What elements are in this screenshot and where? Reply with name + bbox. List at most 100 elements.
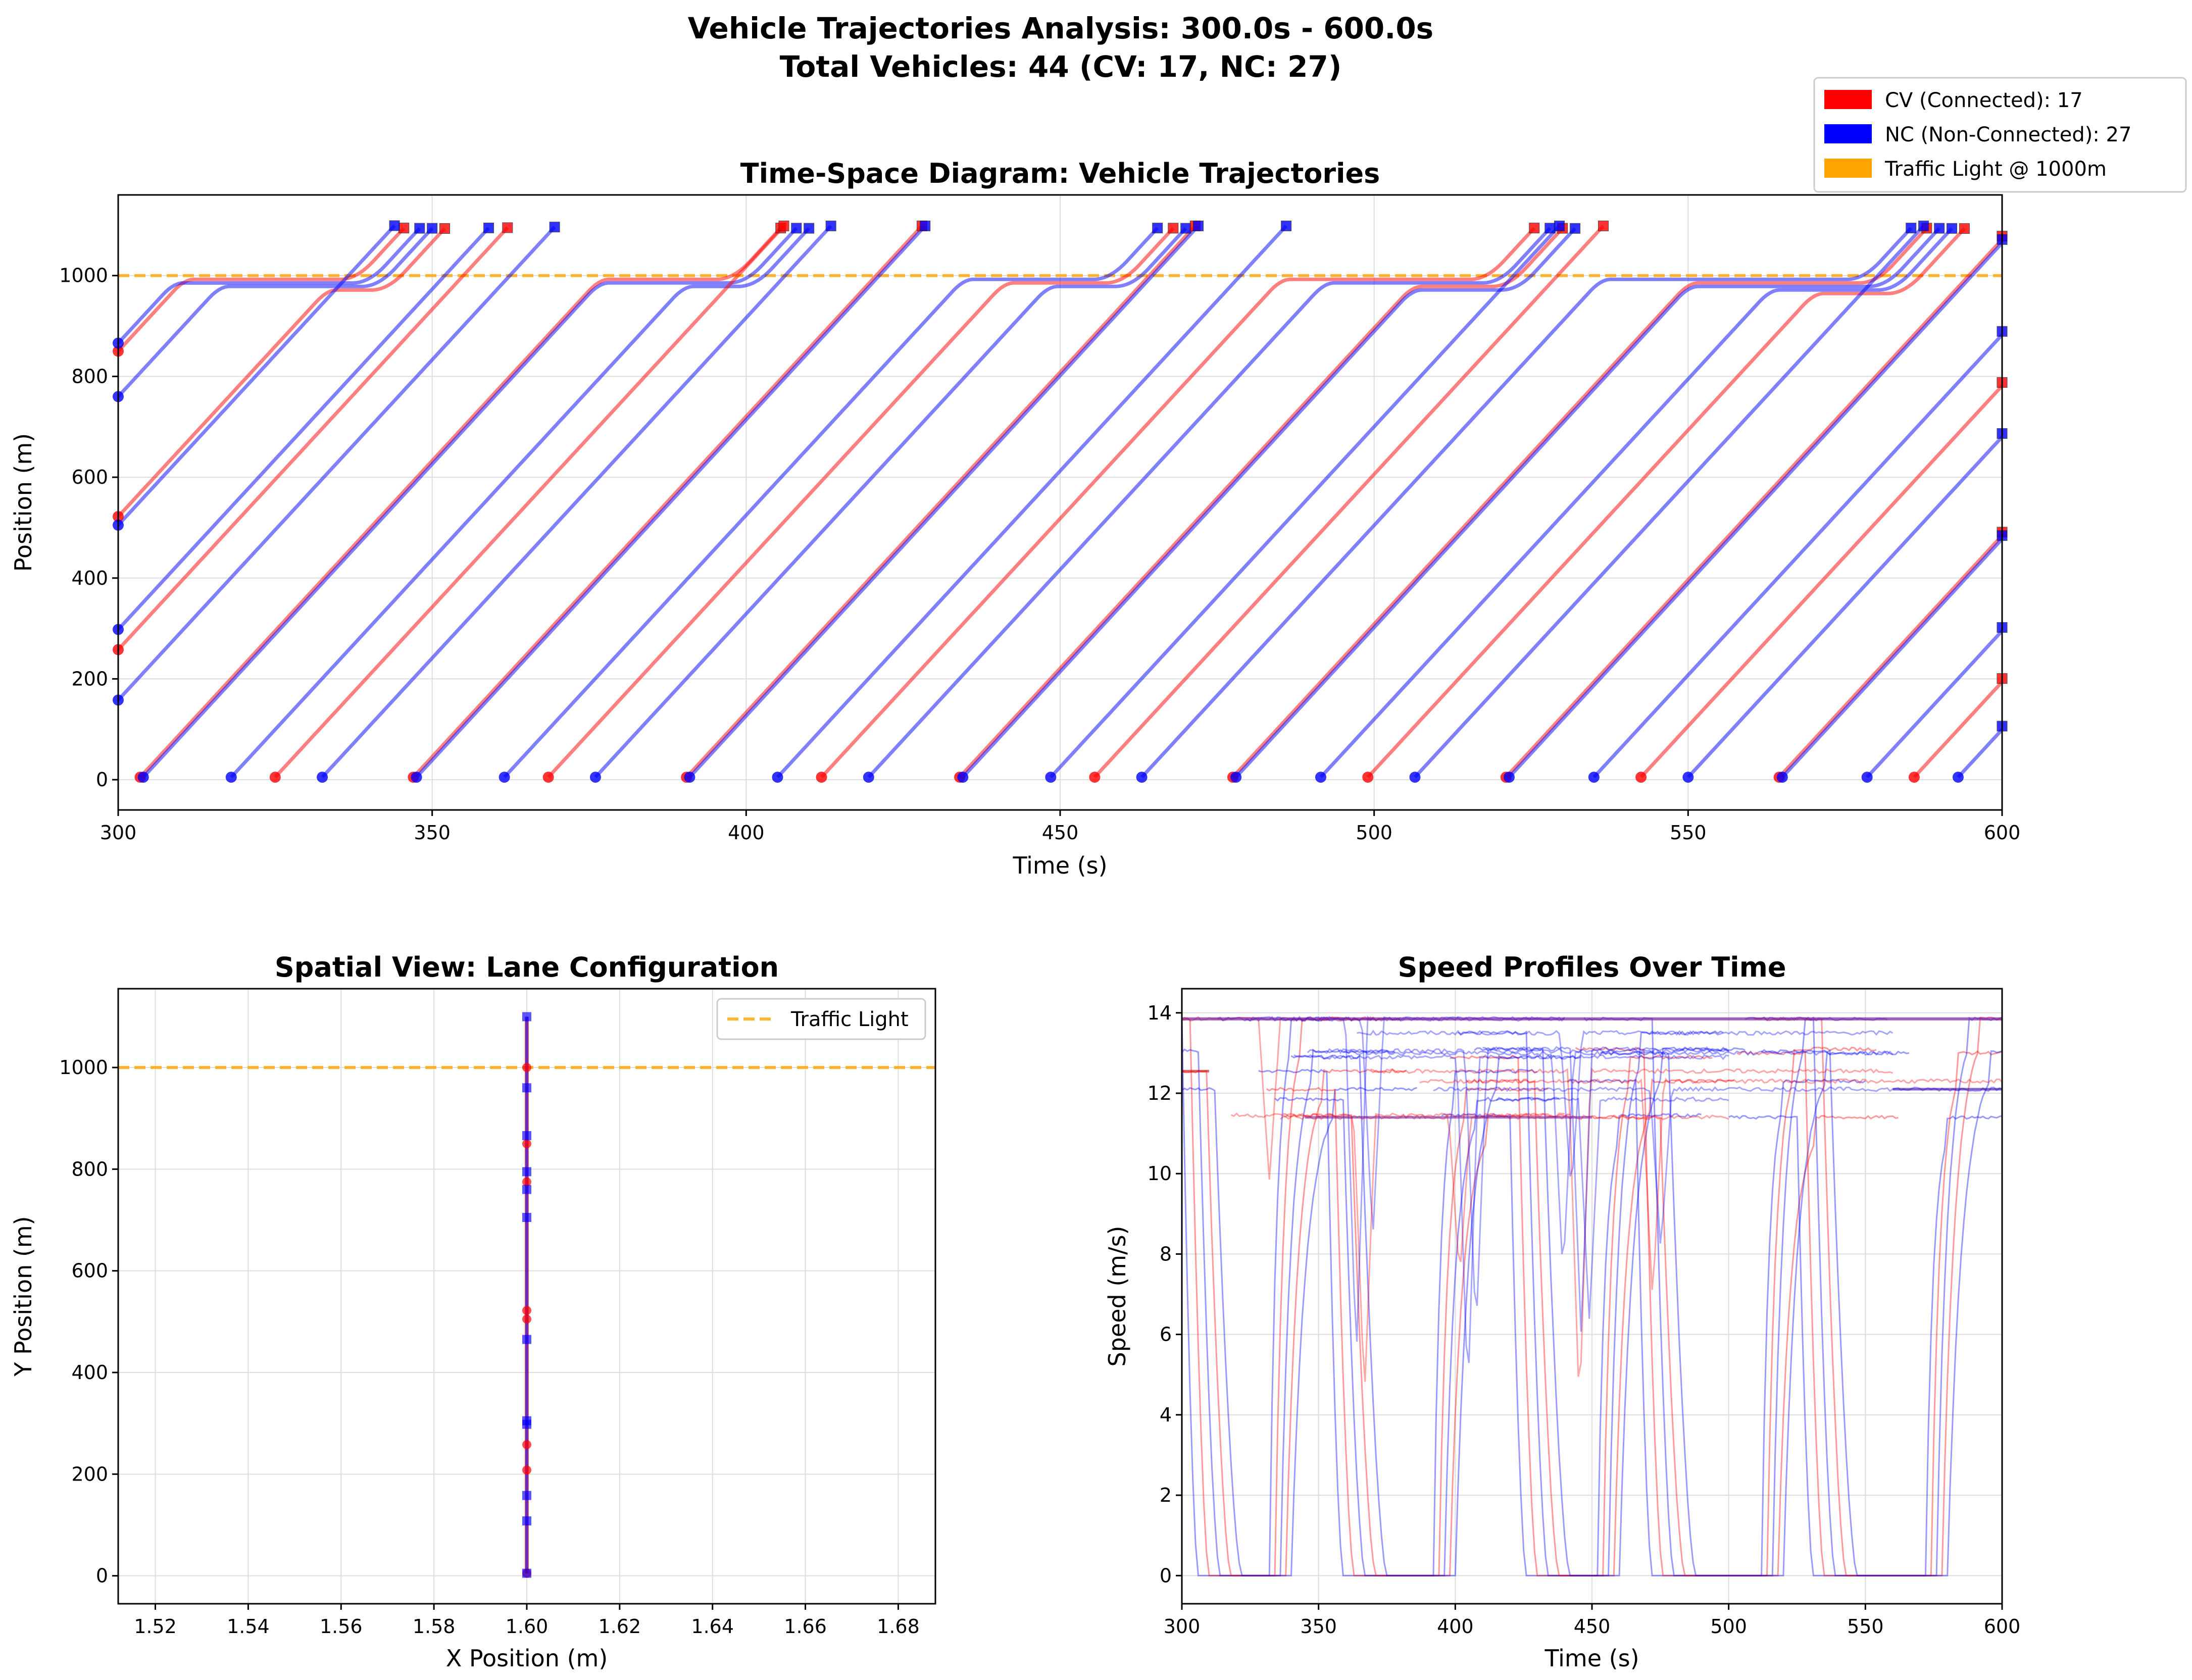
speed-ytick-label: 0 (1160, 1564, 1172, 1587)
spatial-nc-point (522, 1419, 531, 1429)
trajectory-start-marker (957, 772, 969, 783)
time-space-ytick-label: 1000 (59, 265, 108, 287)
spatial-ytick-label: 0 (96, 1565, 108, 1587)
spatial-xtick-label: 1.52 (134, 1615, 177, 1638)
speed-profile-stopgo (1761, 1049, 2002, 1576)
trajectory-end-marker (778, 220, 789, 231)
trajectory-nc (594, 227, 1187, 779)
spatial-cv-point (522, 1177, 531, 1187)
trajectory-end-marker (1281, 220, 1292, 231)
speed-ytick-label: 8 (1160, 1243, 1172, 1265)
spatial-ytick-label: 200 (71, 1463, 108, 1485)
spatial-title: Spatial View: Lane Configuration (275, 951, 779, 983)
trajectory-end-marker (483, 222, 494, 233)
time-space-xtick-label: 400 (728, 822, 765, 844)
speed-ylabel: Speed (m/s) (1104, 1226, 1131, 1367)
trajectory-nc (142, 227, 798, 779)
time-space-ytick-label: 600 (71, 466, 108, 488)
spatial-panel: Spatial View: Lane Configuration 1.52 1.5… (10, 951, 936, 1672)
spatial-nc-point (522, 1012, 531, 1022)
trajectory-start-marker (1409, 772, 1421, 783)
figure-legend-box (1813, 77, 2187, 193)
trajectory-start-marker (684, 772, 695, 783)
spatial-xtick-label: 1.62 (599, 1615, 641, 1638)
figure-title-line1: Vehicle Trajectories Analysis: 300.0s - … (688, 11, 1433, 45)
trajectory-start-marker (1908, 772, 1920, 783)
trajectory-end-marker (1545, 223, 1556, 234)
trajectory-cv (118, 226, 509, 651)
trajectory-nc (321, 225, 832, 779)
spatial-cv-point (522, 1440, 531, 1449)
spatial-cv-point (522, 1314, 531, 1324)
legend-swatch-light (1824, 159, 1872, 178)
trajectory-nc (1413, 225, 1925, 779)
trajectory-start-marker (1503, 772, 1515, 783)
spatial-ticks: 1.52 1.54 1.56 1.58 1.60 1.62 1.64 1.66 1.68 0 200… (59, 1056, 919, 1638)
trajectory-cv (1639, 383, 2002, 779)
trajectory-nc (118, 224, 396, 527)
trajectory-start-marker (772, 772, 783, 783)
spatial-legend-box (716, 998, 926, 1040)
trajectory-cv (1231, 227, 1928, 779)
time-space-ytick-label: 800 (71, 365, 108, 387)
time-space-xtick-label: 350 (414, 822, 451, 844)
time-space-ytick-label: 0 (96, 769, 108, 791)
legend-swatch-cv (1824, 90, 1872, 109)
trajectory-cv (1778, 533, 2002, 779)
trajectory-end-marker (427, 223, 438, 234)
spatial-ylabel: Y Position (m) (10, 1216, 37, 1377)
speed-ytick-label: 2 (1160, 1484, 1172, 1506)
speed-profile-cruise (1419, 1078, 2002, 1290)
trajectory-nc (867, 227, 1552, 779)
trajectory-nc (503, 227, 1159, 779)
trajectory-nc (776, 225, 1288, 779)
time-space-xtick-label: 550 (1670, 822, 1707, 844)
trajectory-nc (118, 227, 490, 631)
speed-profile-cruise (1496, 1096, 1729, 1319)
spatial-markers (522, 1012, 531, 1578)
trajectory-nc (1957, 727, 2002, 779)
spatial-xtick-label: 1.56 (320, 1615, 363, 1638)
trajectory-end-marker (1152, 223, 1163, 234)
spatial-ytick-label: 600 (71, 1260, 108, 1282)
time-space-xtick-label: 300 (100, 822, 137, 844)
trajectory-start-marker (1136, 772, 1148, 783)
trajectory-end-marker (549, 222, 560, 233)
spatial-xtick-label: 1.66 (784, 1615, 827, 1638)
spatial-legend-label: Traffic Light (790, 1008, 909, 1031)
trajectory-nc (118, 227, 434, 398)
speed-profile-stopgo (1736, 1050, 2002, 1576)
spatial-nc-point (522, 1185, 531, 1194)
speed-profile-stopgo (1457, 1030, 1724, 1576)
trajectory-end-marker (1193, 220, 1204, 231)
trajectory-nc (1140, 227, 1913, 779)
legend-swatch-nc (1824, 124, 1872, 143)
speed-profile-stopgo (1182, 1068, 1407, 1576)
spatial-nc-point (522, 1083, 531, 1093)
trajectory-end-marker (1947, 223, 1958, 234)
speed-profile-stopgo (1465, 1078, 1734, 1576)
speed-profile-stopgo (1745, 1016, 2002, 1576)
trajectory-nc (1234, 227, 1941, 779)
speed-profile-stopgo (1583, 1016, 1888, 1576)
time-space-ytick-label: 200 (71, 668, 108, 690)
trajectory-nc (1508, 240, 2002, 779)
trajectory-end-marker (1168, 223, 1179, 234)
speed-profile-stopgo (1600, 1050, 1910, 1576)
trajectory-nc (1781, 536, 2002, 779)
speed-xtick-label: 350 (1300, 1615, 1337, 1638)
trajectory-end-marker (1180, 223, 1191, 234)
speed-profile-stopgo (1450, 1054, 1713, 1576)
trajectory-end-marker (414, 223, 425, 234)
trajectory-cv (412, 225, 924, 779)
speed-profile-cruise (1230, 1112, 1565, 1382)
trajectory-cv (1913, 679, 2002, 779)
speed-profile-stopgo (1567, 1079, 1866, 1576)
trajectory-start-marker (499, 772, 510, 783)
spatial-xtick-label: 1.58 (413, 1615, 456, 1638)
speed-panel: Speed Profiles Over Time 300 350 400 450 500… (1104, 951, 2020, 1672)
spatial-cv-point (522, 1139, 531, 1149)
speed-xtick-label: 400 (1437, 1615, 1474, 1638)
trajectory-start-marker (1776, 772, 1788, 783)
